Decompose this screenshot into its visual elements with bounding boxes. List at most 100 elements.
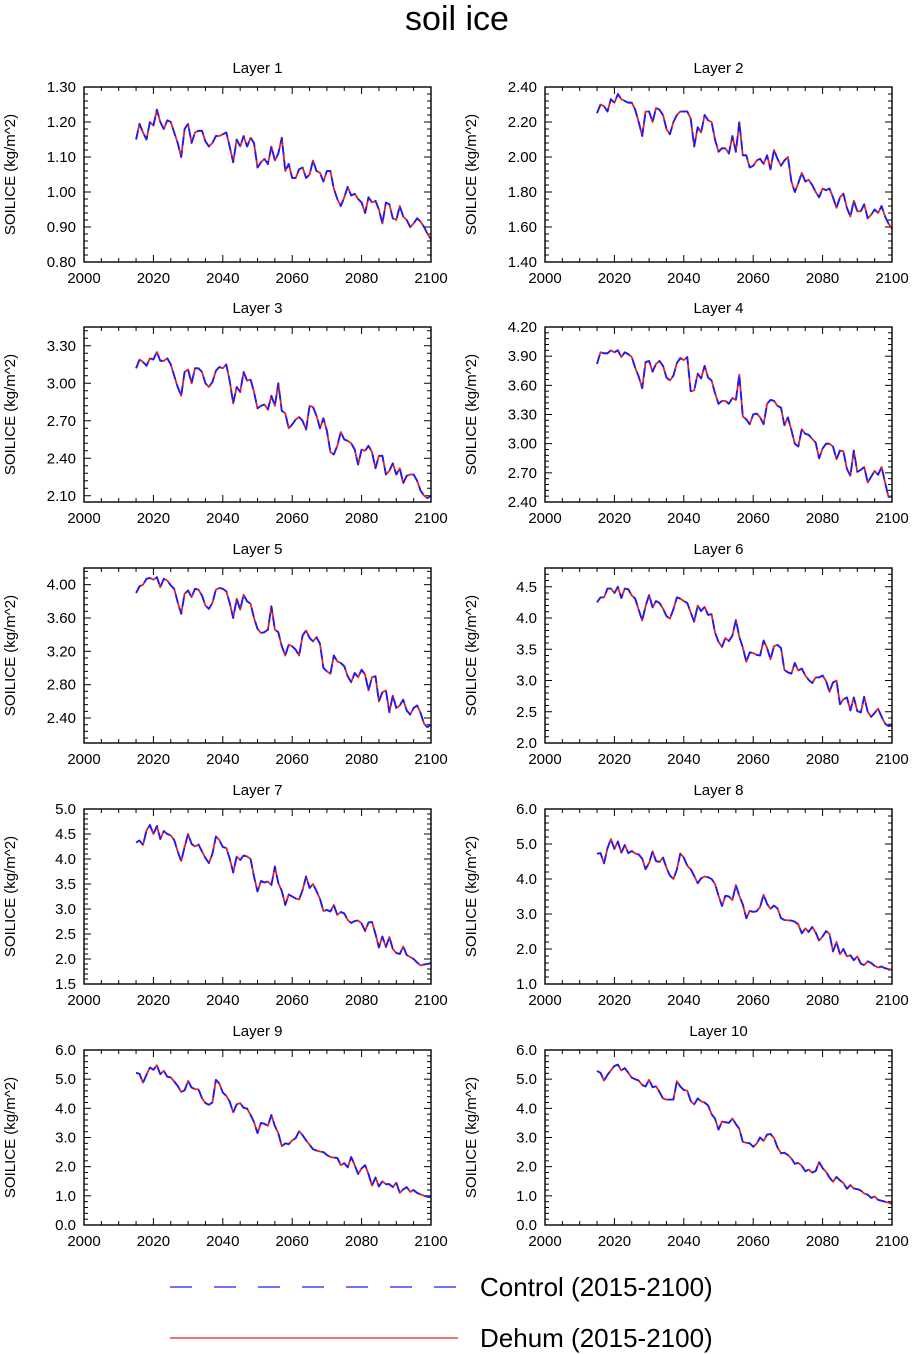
- x-tick-label: 2100: [414, 510, 447, 527]
- x-tick-label: 2060: [276, 1233, 309, 1250]
- x-tick-label: 2000: [528, 510, 561, 527]
- y-tick-label: 4.0: [516, 871, 537, 888]
- x-tick-label: 2100: [875, 270, 908, 287]
- panel-title: Layer 5: [232, 541, 282, 558]
- y-axis-label: SOILICE (kg/m^2): [463, 1077, 480, 1198]
- panel-title: Layer 4: [693, 300, 743, 317]
- y-axis-label: SOILICE (kg/m^2): [463, 114, 480, 235]
- x-tick-label: 2040: [206, 270, 239, 287]
- plot-frame: [544, 1049, 893, 1226]
- y-tick-label: 2.70: [508, 465, 537, 482]
- y-tick-label: 0.0: [55, 1217, 76, 1234]
- panel-layer-6: Layer 6 2000 2020 2040 2060 2080 2100 2.0 2.5 3.0…: [463, 541, 909, 768]
- x-tick-label: 2040: [667, 510, 700, 527]
- legend: Control (2015-2100) Dehum (2015-2100): [170, 1272, 713, 1353]
- y-axis-label: SOILICE (kg/m^2): [2, 354, 19, 475]
- y-tick-label: 2.40: [508, 494, 537, 511]
- x-tick-label: 2020: [137, 1233, 170, 1250]
- y-tick-label: 4.5: [516, 579, 537, 596]
- y-tick-label: 4.0: [55, 851, 76, 868]
- x-tick-label: 2020: [137, 270, 170, 287]
- y-tick-label: 3.00: [47, 375, 76, 392]
- x-tick-label: 2000: [528, 992, 561, 1009]
- y-tick-label: 2.10: [47, 488, 76, 505]
- y-tick-label: 2.0: [516, 1159, 537, 1176]
- series-line-control: [596, 838, 893, 971]
- x-tick-label: 2060: [276, 270, 309, 287]
- x-tick-label: 2020: [598, 992, 631, 1009]
- panel-layer-7: Layer 7 2000 2020 2040 2060 2080 2100 1.5 2.0 2.5…: [2, 782, 448, 1009]
- plot-frame: [83, 1049, 432, 1226]
- legend-label-dehum: Dehum (2015-2100): [480, 1323, 713, 1353]
- y-tick-label: 2.0: [55, 951, 76, 968]
- x-tick-label: 2040: [206, 992, 239, 1009]
- x-tick-label: 2020: [137, 510, 170, 527]
- y-tick-label: 2.0: [516, 941, 537, 958]
- y-tick-label: 2.0: [516, 735, 537, 752]
- y-axis-label: SOILICE (kg/m^2): [2, 114, 19, 235]
- panel-grid: Layer 1 2000 2020 2040 2060 2080 2100 0.80 0.90 1…: [2, 60, 909, 1250]
- x-tick-label: 2060: [276, 992, 309, 1009]
- panel-title: Layer 9: [232, 1023, 282, 1040]
- series-line-dehum: [135, 351, 432, 500]
- y-tick-label: 5.0: [516, 1071, 537, 1088]
- plot-frame: [83, 567, 432, 744]
- y-tick-label: 2.0: [55, 1159, 76, 1176]
- series-line-control: [135, 576, 432, 729]
- plot-frame: [83, 326, 432, 503]
- x-tick-label: 2000: [67, 751, 100, 768]
- y-tick-label: 3.30: [508, 407, 537, 424]
- y-tick-label: 2.5: [55, 926, 76, 943]
- x-tick-label: 2040: [667, 1233, 700, 1250]
- y-tick-label: 3.0: [55, 1130, 76, 1147]
- series-line-dehum: [596, 1063, 893, 1205]
- x-tick-label: 2080: [806, 751, 839, 768]
- legend-label-control: Control (2015-2100): [480, 1272, 713, 1302]
- x-tick-label: 2100: [414, 751, 447, 768]
- panel-layer-9: Layer 9 2000 2020 2040 2060 2080 2100 0.0 1.0 2.0…: [2, 1023, 448, 1250]
- x-tick-label: 2040: [667, 270, 700, 287]
- panel-title: Layer 6: [693, 541, 743, 558]
- x-tick-label: 2000: [67, 992, 100, 1009]
- x-tick-label: 2000: [67, 510, 100, 527]
- panel-title: Layer 2: [693, 60, 743, 77]
- y-tick-label: 6.0: [55, 1042, 76, 1059]
- series-line-control: [596, 1063, 893, 1205]
- panel-title: Layer 10: [689, 1023, 747, 1040]
- x-tick-label: 2040: [206, 1233, 239, 1250]
- x-tick-label: 2080: [806, 1233, 839, 1250]
- x-tick-label: 2080: [345, 510, 378, 527]
- x-tick-label: 2000: [528, 270, 561, 287]
- panel-layer-10: Layer 10 2000 2020 2040 2060 2080 2100 0.0 1.0 2.…: [463, 1023, 909, 1250]
- x-tick-label: 2000: [528, 1233, 561, 1250]
- y-tick-label: 1.80: [508, 184, 537, 201]
- y-tick-label: 4.0: [55, 1100, 76, 1117]
- x-tick-label: 2100: [875, 1233, 908, 1250]
- plot-frame: [544, 326, 893, 503]
- y-tick-label: 2.40: [508, 79, 537, 96]
- y-tick-label: 4.0: [516, 1100, 537, 1117]
- y-tick-label: 1.20: [47, 114, 76, 131]
- panel-title: Layer 1: [232, 60, 282, 77]
- x-tick-label: 2060: [276, 510, 309, 527]
- plot-frame: [544, 567, 893, 744]
- plot-frame: [83, 86, 432, 263]
- y-tick-label: 3.0: [516, 673, 537, 690]
- y-tick-label: 3.00: [508, 436, 537, 453]
- x-tick-label: 2100: [414, 1233, 447, 1250]
- y-tick-label: 4.20: [508, 319, 537, 336]
- panel-layer-3: Layer 3 2000 2020 2040 2060 2080 2100 2.10 2.40 2…: [2, 300, 448, 527]
- panel-layer-5: Layer 5 2000 2020 2040 2060 2080 2100 2.40 2.80 3…: [2, 541, 448, 768]
- panel-title: Layer 7: [232, 782, 282, 799]
- y-tick-label: 6.0: [516, 801, 537, 818]
- plot-frame: [544, 808, 893, 985]
- series-line-control: [135, 351, 432, 500]
- y-axis-label: SOILICE (kg/m^2): [2, 1077, 19, 1198]
- series-line-dehum: [135, 1064, 432, 1199]
- series-line-control: [596, 93, 893, 230]
- y-axis-label: SOILICE (kg/m^2): [2, 595, 19, 716]
- y-tick-label: 1.60: [508, 219, 537, 236]
- y-tick-label: 4.0: [516, 610, 537, 627]
- x-tick-label: 2000: [528, 751, 561, 768]
